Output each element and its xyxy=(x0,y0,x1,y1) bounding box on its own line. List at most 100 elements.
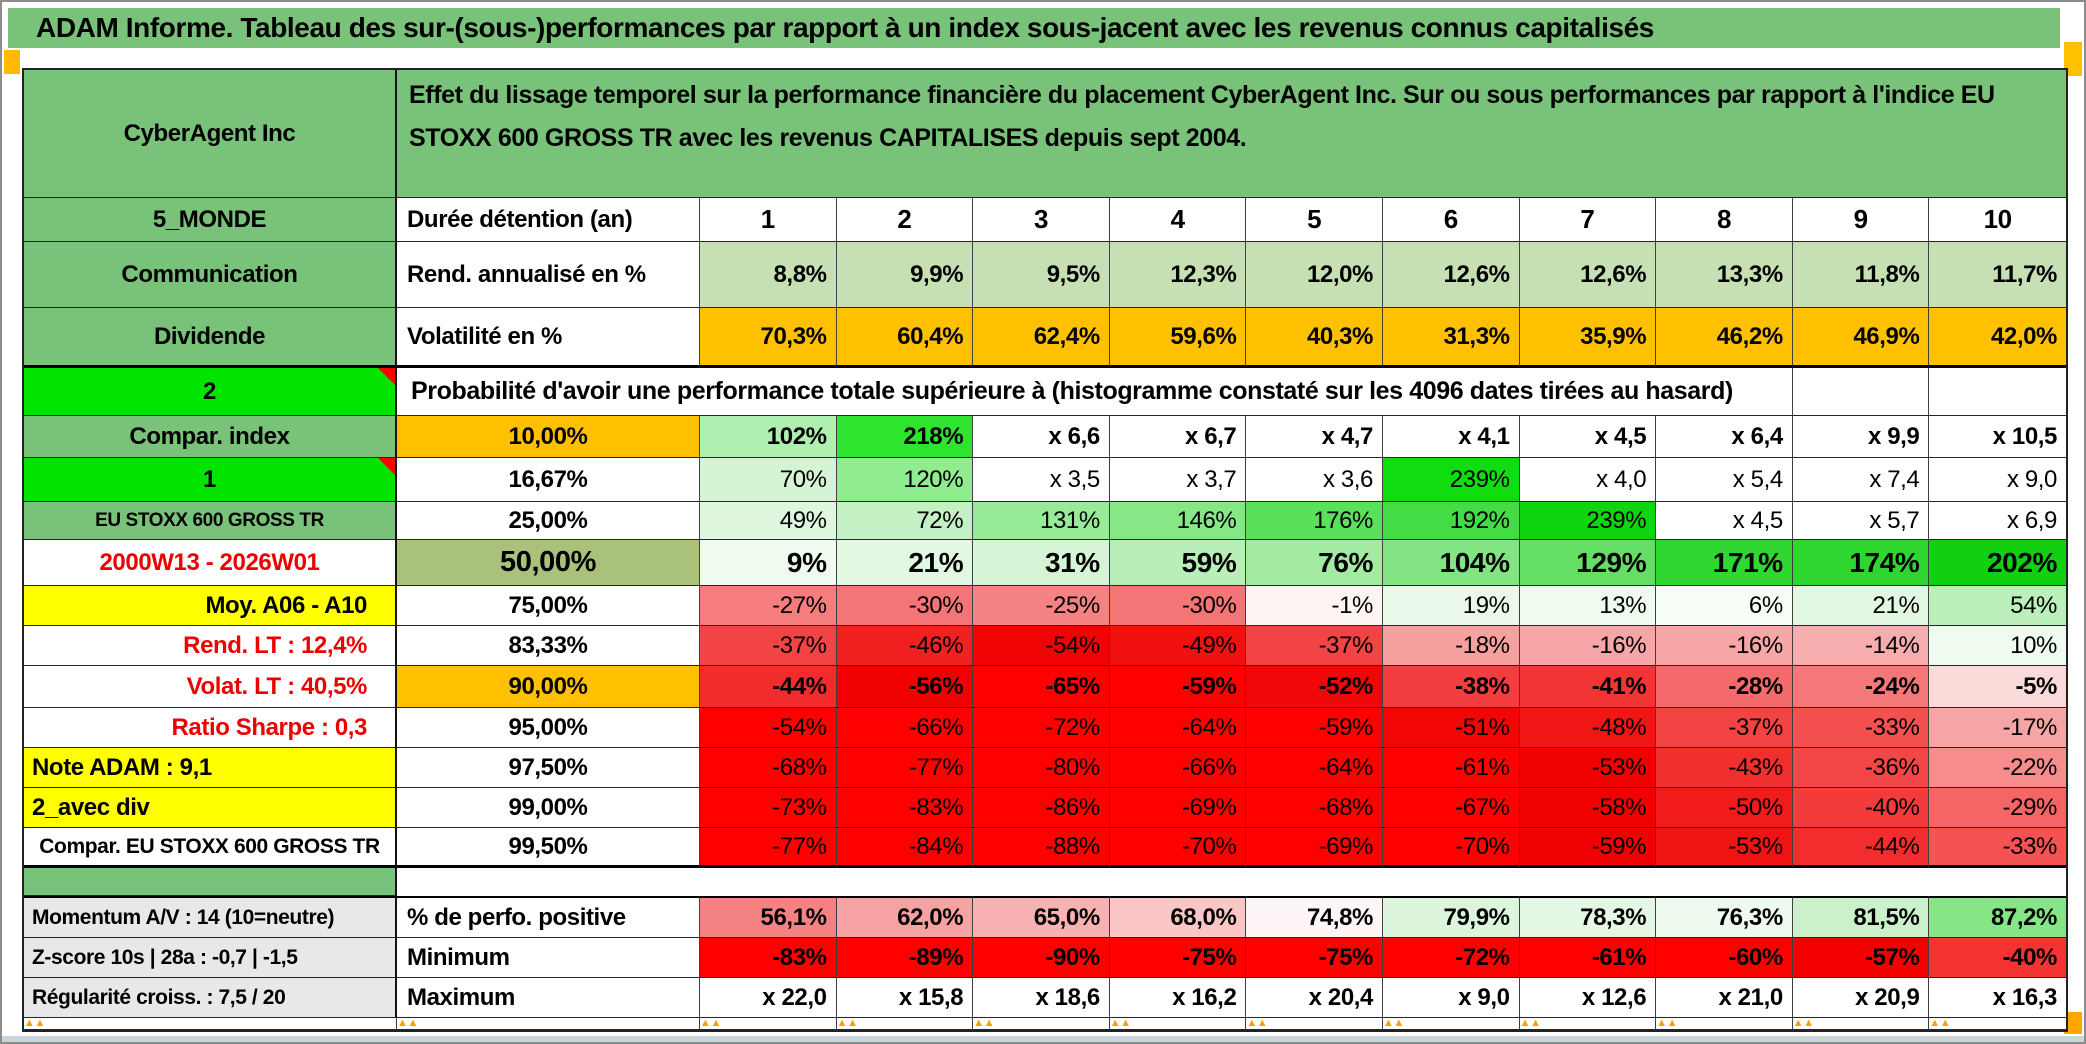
value-cell[interactable]: 59,6% xyxy=(1109,308,1247,368)
metric-label-cell[interactable]: 97,50% xyxy=(397,748,700,788)
value-cell-empty[interactable] xyxy=(1929,368,2066,416)
value-cell[interactable]: -22% xyxy=(1929,748,2066,788)
value-cell[interactable]: x 4,0 xyxy=(1519,458,1657,502)
value-cell[interactable]: 11,7% xyxy=(1929,242,2066,308)
value-cell[interactable]: -29% xyxy=(1929,788,2066,828)
row-label-cell[interactable]: Régularité croiss. : 7,5 / 20 xyxy=(24,978,397,1018)
value-cell[interactable]: -16% xyxy=(1519,626,1657,666)
value-cell[interactable]: 76% xyxy=(1246,540,1383,586)
value-cell[interactable]: -5% xyxy=(1929,666,2066,708)
row-label-cell[interactable]: 2_avec div xyxy=(24,788,397,828)
value-cell[interactable]: -90% xyxy=(973,938,1110,978)
value-cell[interactable]: 12,6% xyxy=(1519,242,1657,308)
value-cell[interactable]: -59% xyxy=(1109,666,1247,708)
metric-label-cell[interactable]: Durée détention (an) xyxy=(397,198,700,242)
value-cell[interactable]: x 3,5 xyxy=(973,458,1110,502)
value-cell[interactable]: -14% xyxy=(1792,626,1930,666)
value-cell[interactable]: x 10,5 xyxy=(1929,416,2066,458)
value-cell[interactable]: 12,0% xyxy=(1246,242,1383,308)
value-cell[interactable]: -56% xyxy=(836,666,974,708)
value-cell[interactable]: 59% xyxy=(1109,540,1247,586)
metric-label-cell[interactable]: 95,00% xyxy=(397,708,700,748)
value-cell[interactable]: 9 xyxy=(1792,198,1930,242)
value-cell-empty[interactable] xyxy=(1792,368,1930,416)
value-cell[interactable]: -89% xyxy=(836,938,974,978)
table-description-cell[interactable]: Effet du lissage temporel sur la perform… xyxy=(397,70,2066,198)
value-cell[interactable]: -33% xyxy=(1929,828,2066,868)
value-cell[interactable]: 218% xyxy=(836,416,974,458)
value-cell[interactable]: 70,3% xyxy=(700,308,837,368)
value-cell[interactable]: -77% xyxy=(700,828,837,868)
value-cell[interactable]: -53% xyxy=(1656,828,1793,868)
value-cell[interactable]: -46% xyxy=(836,626,974,666)
value-cell[interactable]: 6 xyxy=(1383,198,1520,242)
metric-label-cell[interactable]: 99,00% xyxy=(397,788,700,828)
value-cell[interactable]: x 6,4 xyxy=(1656,416,1793,458)
value-cell[interactable]: 104% xyxy=(1383,540,1520,586)
value-cell[interactable]: -66% xyxy=(1109,748,1247,788)
value-cell[interactable]: -49% xyxy=(1109,626,1247,666)
value-cell[interactable]: -83% xyxy=(700,938,837,978)
value-cell[interactable]: -25% xyxy=(973,586,1110,626)
row-label-cell[interactable]: 1 xyxy=(24,458,397,502)
value-cell[interactable]: -68% xyxy=(1246,788,1383,828)
value-cell[interactable]: -37% xyxy=(1246,626,1383,666)
value-cell[interactable]: -83% xyxy=(836,788,974,828)
value-cell[interactable]: 87,2% xyxy=(1929,896,2066,938)
value-cell[interactable]: -80% xyxy=(973,748,1110,788)
value-cell[interactable]: -86% xyxy=(973,788,1110,828)
value-cell[interactable]: -64% xyxy=(1246,748,1383,788)
value-cell[interactable]: 40,3% xyxy=(1246,308,1383,368)
row-label-cell[interactable]: Compar. EU STOXX 600 GROSS TR xyxy=(24,828,397,868)
value-cell[interactable]: 146% xyxy=(1109,502,1247,540)
value-cell[interactable]: -53% xyxy=(1519,748,1657,788)
value-cell[interactable]: 2 xyxy=(836,198,974,242)
value-cell[interactable]: -68% xyxy=(700,748,837,788)
row-label-cell[interactable]: Z-score 10s | 28a : -0,7 | -1,5 xyxy=(24,938,397,978)
value-cell[interactable]: 68,0% xyxy=(1109,896,1247,938)
value-cell[interactable]: 3 xyxy=(973,198,1110,242)
value-cell[interactable]: 12,3% xyxy=(1109,242,1247,308)
value-cell[interactable]: 10% xyxy=(1929,626,2066,666)
value-cell[interactable]: 5 xyxy=(1246,198,1383,242)
value-cell[interactable]: x 6,9 xyxy=(1929,502,2066,540)
value-cell[interactable]: -44% xyxy=(700,666,837,708)
value-cell[interactable]: 9% xyxy=(700,540,837,586)
value-cell[interactable]: 62,4% xyxy=(973,308,1110,368)
value-cell[interactable]: 31% xyxy=(973,540,1110,586)
value-cell[interactable]: -64% xyxy=(1109,708,1247,748)
value-cell[interactable]: 46,9% xyxy=(1792,308,1930,368)
value-cell[interactable]: 74,8% xyxy=(1246,896,1383,938)
metric-label-cell[interactable]: 10,00% xyxy=(397,416,700,458)
value-cell[interactable]: -61% xyxy=(1519,938,1657,978)
value-cell[interactable]: -69% xyxy=(1109,788,1247,828)
value-cell[interactable]: 174% xyxy=(1792,540,1930,586)
value-cell[interactable]: -70% xyxy=(1383,828,1520,868)
value-cell[interactable]: 31,3% xyxy=(1383,308,1520,368)
value-cell[interactable]: 54% xyxy=(1929,586,2066,626)
value-cell[interactable]: -43% xyxy=(1656,748,1793,788)
value-cell[interactable]: x 20,4 xyxy=(1246,978,1383,1018)
value-cell[interactable]: -72% xyxy=(973,708,1110,748)
value-cell[interactable]: 131% xyxy=(973,502,1110,540)
metric-label-cell[interactable]: 50,00% xyxy=(397,540,700,586)
value-cell[interactable]: 129% xyxy=(1519,540,1657,586)
row-label-cell[interactable]: Volat. LT : 40,5% xyxy=(24,666,397,708)
value-cell[interactable]: 11,8% xyxy=(1792,242,1930,308)
row-label-cell[interactable]: Momentum A/V : 14 (10=neutre) xyxy=(24,896,397,938)
value-cell[interactable]: 192% xyxy=(1383,502,1520,540)
value-cell[interactable]: -73% xyxy=(700,788,837,828)
value-cell[interactable]: x 9,0 xyxy=(1383,978,1520,1018)
value-cell[interactable]: 49% xyxy=(700,502,837,540)
value-cell[interactable]: 21% xyxy=(1792,586,1930,626)
value-cell[interactable]: x 15,8 xyxy=(836,978,974,1018)
value-cell[interactable]: 60,4% xyxy=(836,308,974,368)
value-cell[interactable]: -33% xyxy=(1792,708,1930,748)
value-cell[interactable]: -72% xyxy=(1383,938,1520,978)
value-cell[interactable]: -37% xyxy=(700,626,837,666)
value-cell[interactable]: -66% xyxy=(836,708,974,748)
row-label-cell[interactable]: 2000W13 - 2026W01 xyxy=(24,540,397,586)
value-cell[interactable]: -61% xyxy=(1383,748,1520,788)
value-cell[interactable]: x 9,9 xyxy=(1792,416,1930,458)
value-cell[interactable]: -59% xyxy=(1519,828,1657,868)
